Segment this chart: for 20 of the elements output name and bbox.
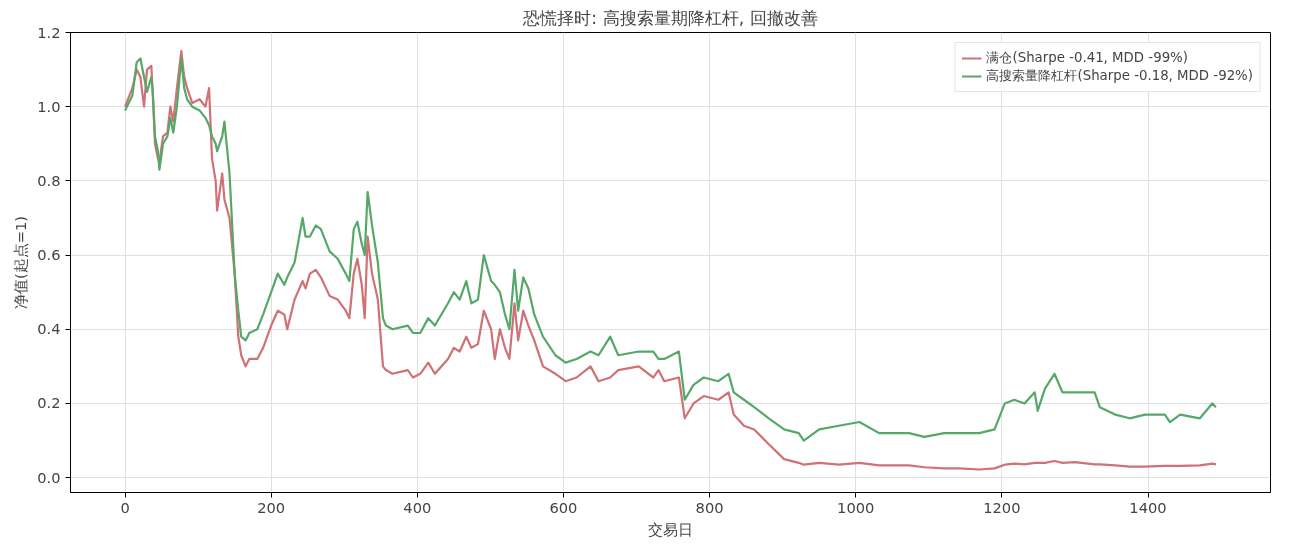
x-tick-label: 1400 (1129, 498, 1167, 516)
y-axis-title: 净值(起点=1) (12, 215, 30, 310)
y-tick-label: 0.2 (37, 394, 61, 412)
y-tick-label: 0.0 (37, 468, 61, 486)
chart-title: 恐慌择时: 高搜索量期降杠杆, 回撤改善 (522, 7, 818, 28)
x-tick-label: 1000 (837, 498, 875, 516)
x-tick-label: 400 (403, 498, 432, 516)
y-tick-label: 1.2 (37, 23, 61, 41)
y-tick-label: 0.6 (37, 246, 61, 264)
y-tick-label: 0.4 (37, 320, 61, 338)
x-tick-label: 200 (257, 498, 286, 516)
y-tick-label: 0.8 (37, 171, 61, 189)
legend-label: 满仓(Sharpe -0.41, MDD -99%) (986, 49, 1188, 67)
x-axis-title: 交易日 (648, 520, 693, 538)
x-tick-label: 600 (549, 498, 578, 516)
x-tick-label: 0 (120, 498, 130, 516)
x-tick-label: 800 (695, 498, 724, 516)
x-tick-label: 1200 (983, 498, 1021, 516)
legend-label: 高搜索量降杠杆(Sharpe -0.18, MDD -92%) (986, 67, 1253, 85)
y-tick-label: 1.0 (37, 97, 61, 115)
